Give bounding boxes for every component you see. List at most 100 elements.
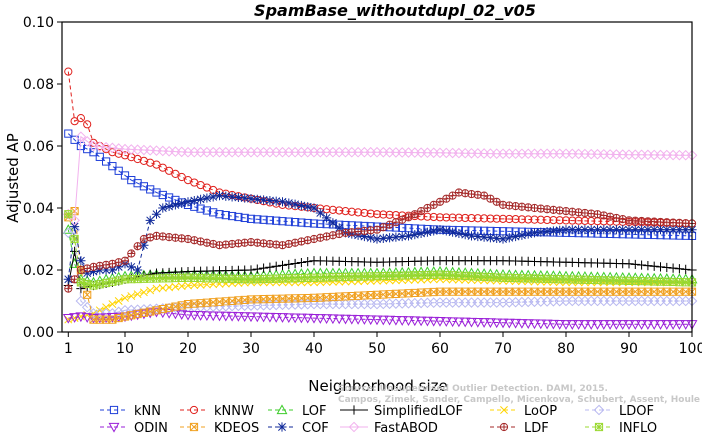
data-point [529, 228, 540, 238]
data-point [604, 320, 616, 330]
data-point [184, 281, 192, 290]
data-point [497, 318, 509, 329]
data-point [158, 284, 167, 292]
data-point [272, 216, 281, 225]
data-point [542, 226, 552, 237]
data-point [403, 316, 414, 326]
y-tick-label: 0.00 [23, 325, 54, 341]
data-point [202, 193, 212, 203]
x-tick-label: 50 [368, 341, 386, 357]
legend-marker [594, 422, 604, 432]
data-point [158, 203, 168, 213]
data-point [95, 152, 104, 161]
data-point [617, 320, 629, 330]
data-point [504, 233, 514, 243]
data-point [89, 281, 98, 290]
data-point [473, 214, 482, 223]
data-point [573, 320, 585, 330]
data-point [70, 234, 79, 244]
data-point [366, 209, 375, 218]
legend-marker [189, 422, 199, 432]
data-point [265, 195, 275, 206]
data-point [366, 233, 376, 243]
data-point [64, 129, 73, 138]
data-point [253, 215, 262, 224]
data-point [64, 315, 73, 324]
y-tick-label: 0.02 [23, 263, 54, 279]
data-point [662, 262, 672, 273]
data-point [511, 215, 520, 224]
data-point [221, 191, 231, 201]
data-point [391, 232, 401, 242]
data-point [423, 203, 432, 213]
data-point [523, 229, 533, 239]
data-point [371, 315, 383, 326]
data-point [246, 265, 256, 275]
data-point [152, 160, 161, 169]
data-point [151, 209, 162, 219]
data-point [139, 240, 149, 250]
svg-text:Source: Unsupervised Outlier D: Source: Unsupervised Outlier Detection. … [338, 384, 608, 394]
data-point [133, 242, 142, 251]
legend-label: LDOF [619, 404, 654, 419]
data-point [158, 163, 167, 172]
x-tick-label: 100 [679, 341, 702, 357]
data-point [278, 217, 287, 226]
data-point [398, 223, 407, 232]
data-point [680, 320, 692, 330]
data-point [478, 318, 490, 328]
data-point [62, 208, 74, 220]
data-point [277, 260, 288, 270]
data-point [196, 194, 206, 204]
legend-item-loop: LoOP [490, 404, 557, 419]
legend-item-ldof: LDOF [585, 404, 654, 419]
data-point [592, 225, 603, 235]
data-point [422, 227, 432, 237]
data-point [251, 312, 263, 323]
data-point [259, 263, 269, 273]
data-point [81, 136, 93, 147]
data-point [252, 194, 262, 204]
data-point [428, 316, 440, 327]
data-point [297, 218, 306, 227]
data-point [574, 225, 584, 235]
y-axis-label: Adjusted AP [4, 133, 22, 223]
data-point [133, 179, 142, 188]
data-point [302, 313, 314, 324]
data-point [145, 215, 155, 225]
series-line [67, 133, 693, 237]
legend-item-lof: LOF [268, 404, 327, 419]
data-point [214, 311, 225, 322]
data-point [511, 231, 521, 242]
data-point [102, 278, 111, 288]
data-point [127, 292, 136, 300]
data-point [165, 166, 174, 175]
data-point [346, 314, 358, 325]
data-point [259, 215, 268, 224]
data-point [146, 286, 155, 295]
data-point [668, 225, 678, 235]
data-point [354, 208, 363, 217]
data-point [555, 216, 564, 225]
data-point [139, 288, 148, 297]
data-point [245, 312, 257, 323]
data-point [291, 218, 300, 227]
data-point [372, 234, 382, 244]
data-point [460, 230, 470, 240]
data-point [503, 318, 515, 329]
data-point [152, 188, 161, 197]
data-point [234, 212, 243, 222]
data-point [561, 225, 571, 235]
data-point [83, 290, 92, 299]
data-point [258, 312, 270, 323]
data-point [133, 265, 143, 275]
data-point [202, 206, 212, 215]
legend-item-knnw: kNNW [180, 404, 254, 419]
legend-label: ODIN [134, 421, 168, 434]
data-point [196, 204, 205, 213]
data-point [165, 193, 174, 202]
data-point [183, 197, 193, 207]
x-tick-label: 80 [557, 341, 575, 357]
data-point [397, 231, 407, 242]
data-point [265, 216, 274, 225]
